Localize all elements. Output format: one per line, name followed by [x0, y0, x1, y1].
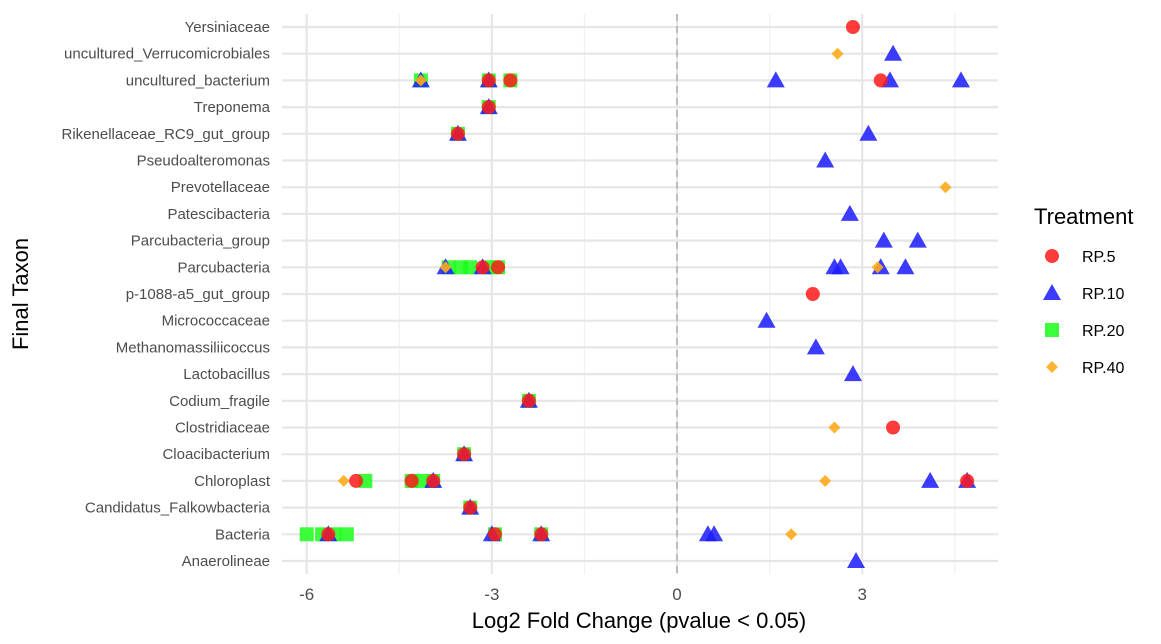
point-circle	[886, 420, 901, 435]
point-diamond	[785, 528, 798, 541]
point-triangle	[843, 365, 862, 382]
y-tick-label: Prevotellaceae	[171, 179, 270, 196]
x-axis-title: Log2 Fold Change (pvalue < 0.05)	[472, 608, 807, 633]
x-tick-label: 3	[857, 585, 866, 604]
point-diamond	[337, 474, 350, 487]
point-circle	[481, 73, 496, 88]
point-triangle	[874, 231, 893, 248]
point-triangle	[766, 71, 785, 88]
y-tick-label: Candidatus_Falkowbacteria	[85, 500, 271, 517]
y-tick-label: Lactobacillus	[183, 366, 270, 383]
point-circle	[481, 100, 496, 115]
point-diamond	[439, 261, 452, 274]
point-triangle	[705, 525, 724, 542]
point-circle	[321, 527, 336, 542]
y-tick-label: Micrococcaceae	[162, 313, 270, 330]
grid	[282, 14, 998, 574]
legend-label: RP.20	[1082, 323, 1125, 340]
y-tick-label: Yersiniaceae	[185, 19, 270, 36]
legend-title: Treatment	[1034, 204, 1133, 229]
y-tick-label: p-1088-a5_gut_group	[126, 286, 270, 303]
x-tick-label: -3	[484, 585, 499, 604]
point-triangle	[816, 151, 835, 168]
y-tick-label: Rikenellaceae_RC9_gut_group	[62, 126, 270, 143]
point-diamond	[819, 474, 832, 487]
y-tick-label: Chloroplast	[194, 473, 271, 490]
point-circle	[534, 527, 549, 542]
y-tick-label: Bacteria	[215, 526, 271, 543]
y-tick-label: uncultured_Verrucomicrobiales	[64, 46, 270, 63]
point-triangle	[951, 71, 970, 88]
point-circle	[349, 473, 364, 488]
point-circle	[404, 473, 419, 488]
point-triangle	[908, 231, 927, 248]
point-triangle	[884, 44, 903, 61]
point-circle	[487, 527, 502, 542]
point-circle	[450, 126, 465, 141]
point-circle	[491, 260, 506, 275]
x-tick-label: -6	[299, 585, 314, 604]
point-triangle	[847, 552, 866, 568]
point-circle	[475, 260, 490, 275]
y-tick-label: Patescibacteria	[167, 206, 270, 223]
y-axis-title: Final Taxon	[8, 238, 33, 350]
point-diamond	[831, 47, 844, 60]
y-tick-label: Treponema	[194, 99, 271, 116]
y-tick-label: Codium_fragile	[169, 393, 270, 410]
legend-label: RP.5	[1082, 249, 1116, 266]
legend-circle-icon	[1045, 249, 1059, 263]
point-triangle	[757, 311, 776, 328]
point-circle	[426, 473, 441, 488]
point-triangle	[840, 204, 859, 221]
y-tick-label: Pseudoalteromonas	[137, 153, 270, 170]
point-circle	[873, 73, 888, 88]
y-tick-label: Parcubacteria_group	[131, 233, 270, 250]
point-circle	[845, 20, 860, 34]
y-tick-label: Cloacibacterium	[162, 446, 270, 463]
point-triangle	[921, 471, 940, 488]
point-circle	[457, 447, 472, 462]
y-tick-label: Clostridiaceae	[175, 420, 270, 437]
point-diamond	[828, 421, 841, 434]
legend-diamond-icon	[1046, 361, 1058, 373]
x-tick-label: 0	[672, 585, 681, 604]
legend-triangle-icon	[1043, 284, 1061, 300]
point-diamond	[939, 181, 952, 194]
series-rp-20	[299, 73, 549, 542]
point-circle	[960, 473, 975, 488]
legend-label: RP.10	[1082, 286, 1125, 303]
x-axis-tick-labels: -6 -3 0 3	[299, 585, 867, 604]
point-square	[339, 527, 354, 542]
series-rp-5	[321, 20, 975, 542]
point-circle	[521, 393, 536, 408]
point-diamond	[414, 74, 427, 87]
legend-label: RP.40	[1082, 360, 1125, 377]
point-triangle	[859, 124, 878, 141]
y-axis-tick-labels: Anaerolineae Bacteria Candidatus_Falkowbac…	[62, 19, 271, 570]
data-points	[299, 20, 977, 568]
point-circle	[805, 287, 820, 301]
point-triangle	[896, 258, 915, 275]
point-square	[463, 260, 478, 275]
series-rp-40	[337, 47, 952, 541]
point-circle	[463, 500, 478, 515]
point-circle	[503, 73, 518, 88]
legend-square-icon	[1045, 323, 1059, 337]
legend: Treatment RP.5 RP.10 RP.20 RP.40	[1034, 204, 1133, 377]
point-square	[299, 527, 314, 542]
point-diamond	[871, 261, 884, 274]
y-tick-label: Anaerolineae	[182, 553, 270, 570]
point-triangle	[806, 338, 825, 355]
y-tick-label: Methanomassiliicoccus	[116, 339, 270, 356]
series-rp-10	[319, 44, 977, 568]
y-tick-label: Parcubacteria	[177, 259, 270, 276]
y-tick-label: uncultured_bacterium	[126, 72, 270, 89]
point-triangle	[831, 258, 850, 275]
